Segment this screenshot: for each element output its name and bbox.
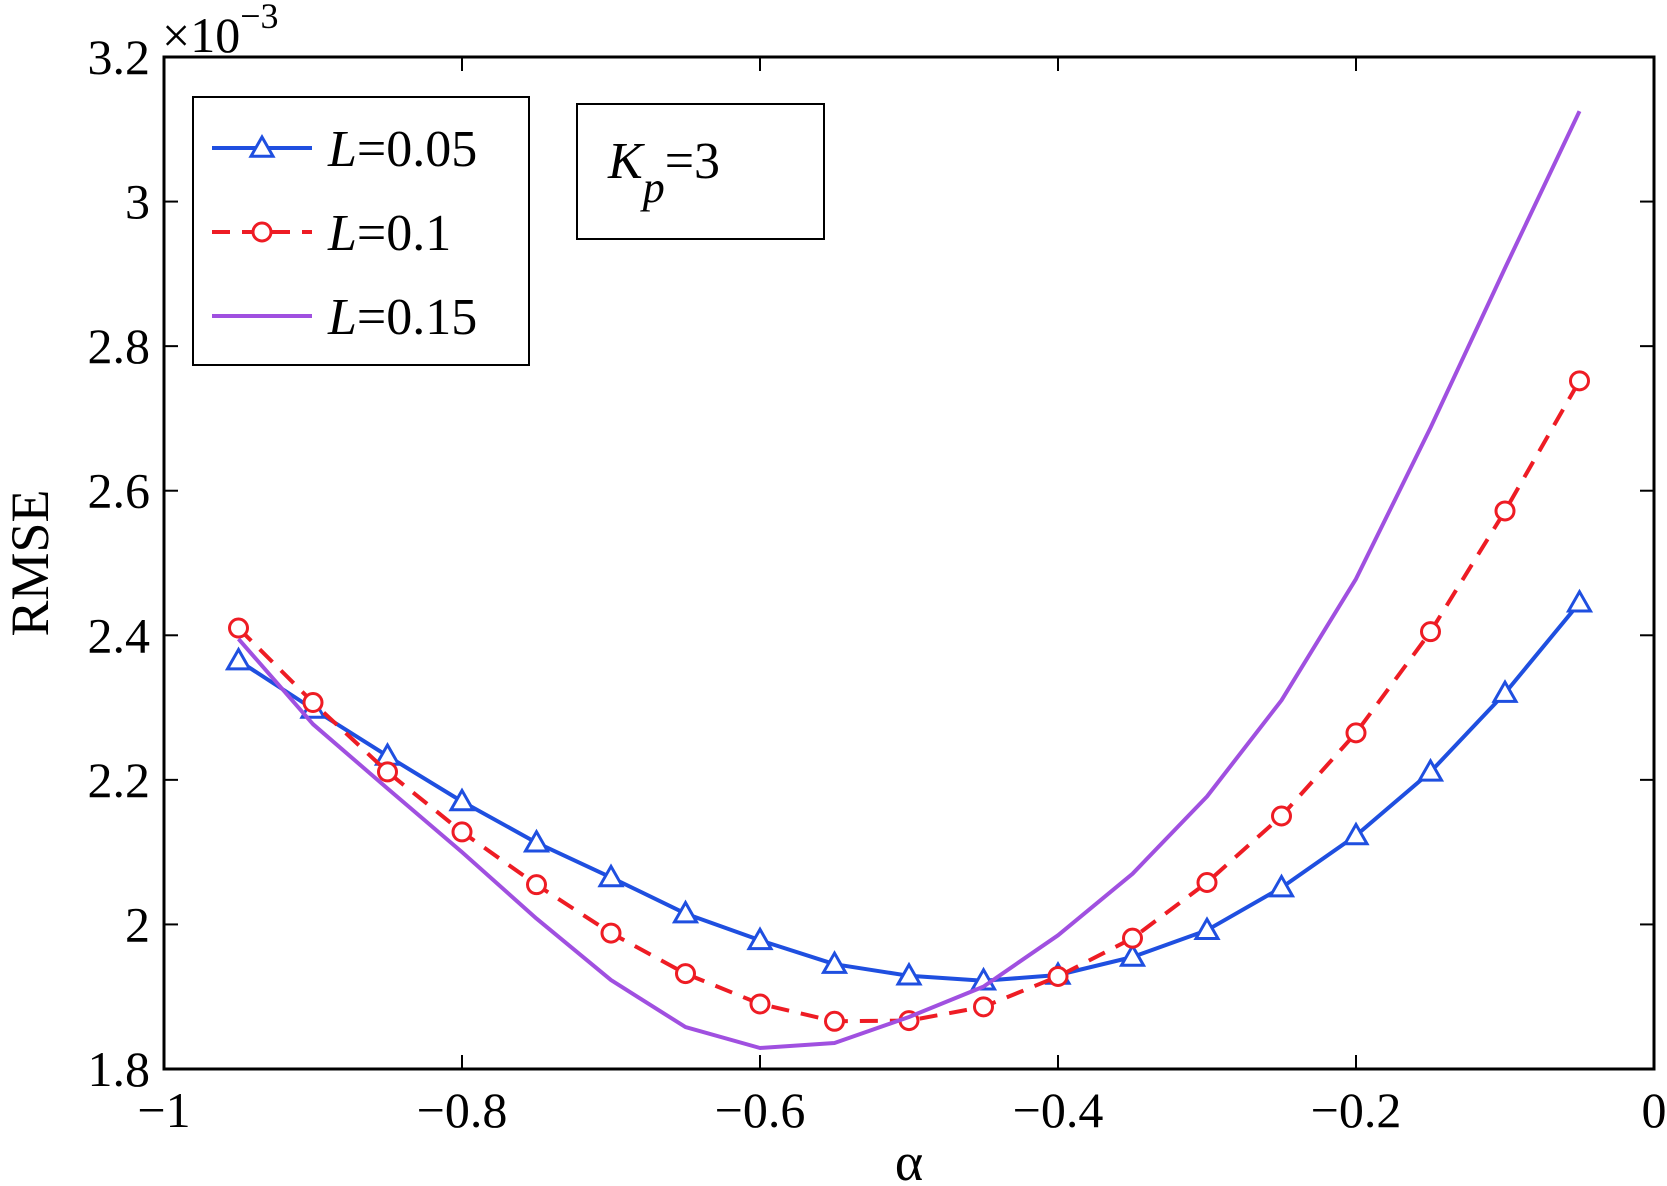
x-tick-label: −0.2 xyxy=(1311,1082,1402,1138)
annotation-text: Kp=3 xyxy=(607,133,720,212)
tick-marks xyxy=(163,56,1655,1070)
tick-labels: −1 −0.8 −0.6 −0.4 −0.2 0 1.8 2 2.2 2.4 2.6 2.8 3 3.2 xyxy=(88,29,1667,1138)
data-point xyxy=(600,922,622,944)
data-point xyxy=(302,692,324,714)
data-point xyxy=(820,950,849,974)
y-axis-label: RMSE xyxy=(0,489,60,636)
legend-label: L=0.05 xyxy=(327,121,477,178)
y-tick-label: 2.4 xyxy=(88,607,151,663)
series-0.05 xyxy=(224,588,1594,991)
data-point xyxy=(1271,805,1292,827)
data-point xyxy=(1122,927,1143,949)
data-point xyxy=(1193,916,1221,940)
data-point xyxy=(1420,621,1441,643)
y-tick-label: 2.6 xyxy=(88,463,151,519)
data-point xyxy=(451,821,473,843)
data-point xyxy=(895,961,923,986)
data-point xyxy=(1569,370,1590,392)
data-point xyxy=(1416,757,1445,782)
parameter-annotation: Kp=3 xyxy=(576,103,825,240)
data-point xyxy=(675,963,696,985)
data-point xyxy=(224,646,253,671)
annotation-box xyxy=(576,103,825,240)
legend-label: L=0.1 xyxy=(327,205,451,262)
x-axis-label: α xyxy=(895,1132,923,1186)
legend-marker xyxy=(251,221,273,243)
legend-marker xyxy=(248,133,276,158)
legend-entry: L=0.1 xyxy=(212,205,451,262)
data-point xyxy=(1118,942,1147,967)
data-point xyxy=(973,996,994,1018)
data-point xyxy=(597,863,625,888)
y-tick-label: 2.8 xyxy=(88,318,151,374)
y-tick-label: 3.2 xyxy=(88,29,151,85)
data-point xyxy=(377,761,398,783)
y-multiplier-label: ×10−3 xyxy=(162,0,279,63)
legend: L=0.05 L=0.1 L=0.15 xyxy=(192,96,530,366)
data-point xyxy=(1196,872,1218,894)
x-tick-label: −0.4 xyxy=(1013,1082,1104,1138)
data-point xyxy=(1491,679,1519,703)
data-point xyxy=(1047,965,1069,987)
data-point xyxy=(824,1010,845,1032)
data-point xyxy=(1342,821,1370,846)
data-point xyxy=(1345,722,1367,744)
data-point xyxy=(1565,588,1594,613)
series-0.15 xyxy=(236,110,1582,1050)
legend-entry: L=0.05 xyxy=(212,121,477,178)
x-tick-label: −1 xyxy=(137,1082,190,1138)
legend-entries: L=0.05 L=0.1 L=0.15 xyxy=(212,121,477,346)
data-point xyxy=(526,874,547,896)
legend-label: L=0.15 xyxy=(327,289,477,346)
data-point xyxy=(522,828,551,853)
data-point xyxy=(228,617,249,639)
series-layer xyxy=(224,110,1594,1050)
series-0.1 xyxy=(228,370,1590,1032)
data-point xyxy=(746,926,774,951)
series-line xyxy=(236,110,1582,1050)
y-tick-label: 1.8 xyxy=(88,1041,151,1097)
x-tick-label: −0.8 xyxy=(417,1082,508,1138)
data-point xyxy=(1267,873,1296,898)
data-point xyxy=(1494,500,1516,522)
x-tick-label: −0.6 xyxy=(715,1082,806,1138)
y-tick-label: 3 xyxy=(125,174,150,230)
data-point xyxy=(749,993,771,1015)
legend-entry: L=0.15 xyxy=(212,289,477,346)
data-point xyxy=(671,899,700,924)
data-point xyxy=(448,787,476,812)
y-tick-label: 2.2 xyxy=(88,752,151,808)
x-tick-label: 0 xyxy=(1642,1082,1667,1138)
y-tick-label: 2 xyxy=(125,896,150,952)
